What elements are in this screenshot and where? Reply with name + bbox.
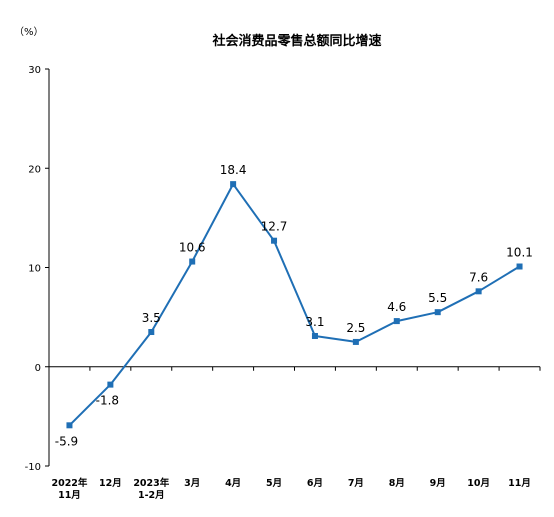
x-tick-label-line: 3月 <box>184 478 200 489</box>
x-tick-label: 2022年 11月 <box>51 477 87 501</box>
data-label: 18.4 <box>220 163 247 177</box>
x-tick-label-line: 5月 <box>266 478 282 489</box>
x-tick-label: 6月 <box>307 478 323 489</box>
data-point-marker <box>311 332 318 339</box>
data-point-marker <box>393 318 400 325</box>
data-point-marker <box>516 263 523 270</box>
y-tick-label: 20 <box>28 164 41 175</box>
data-point-marker <box>107 381 114 388</box>
data-point-marker <box>352 338 359 345</box>
x-tick-label-line: 8月 <box>389 478 405 489</box>
data-label: -1.8 <box>96 394 119 408</box>
y-tick-label: 10 <box>28 264 41 275</box>
data-labels: -5.9 -1.8 3.5 10.6 18.4 12.7 3.1 2.5 4.6 5.5 7.6 10… <box>55 163 533 448</box>
x-tick-label-line: 2023年 <box>133 477 169 489</box>
x-tick-label: 12月 <box>99 478 122 489</box>
series-line <box>66 181 523 429</box>
x-tick-label: 4月 <box>225 478 241 489</box>
x-tick-label: 2023年 1-2月 <box>133 477 169 501</box>
x-tick-label-line: 11月 <box>58 490 81 501</box>
y-tick-label: 30 <box>28 65 41 76</box>
data-point-marker <box>271 237 278 244</box>
data-label: 10.6 <box>179 241 206 255</box>
data-label: 3.5 <box>142 311 161 325</box>
chart-title: 社会消费品零售总额同比增速 <box>211 33 381 49</box>
data-label: 4.6 <box>387 300 406 314</box>
x-tick-label-line: 11月 <box>508 478 531 489</box>
series-polyline <box>68 183 521 427</box>
x-tick-label-line: 1-2月 <box>138 490 165 501</box>
x-tick-label: 10月 <box>467 478 490 489</box>
data-point-marker <box>189 258 196 265</box>
data-label: 2.5 <box>346 321 365 335</box>
data-point-marker <box>66 422 73 429</box>
x-tick-label-line: 10月 <box>467 478 490 489</box>
y-tick-label: -10 <box>25 462 41 473</box>
x-tick-label: 8月 <box>389 478 405 489</box>
y-tick-label: 0 <box>35 363 41 374</box>
data-point-marker <box>230 181 237 188</box>
x-tick-label-line: 12月 <box>99 478 122 489</box>
data-point-marker <box>148 329 155 336</box>
x-tick-label: 11月 <box>508 478 531 489</box>
x-tick-label-line: 7月 <box>348 478 364 489</box>
chart-unit: （%） <box>14 26 44 38</box>
x-tick-label: 9月 <box>430 478 446 489</box>
data-label: 10.1 <box>506 246 533 260</box>
x-tick-label-line: 6月 <box>307 478 323 489</box>
data-label: 7.6 <box>469 270 488 284</box>
data-label: -5.9 <box>55 434 78 448</box>
data-point-marker <box>434 309 441 316</box>
x-tick-label: 3月 <box>184 478 200 489</box>
data-label: 3.1 <box>305 315 324 329</box>
x-tick-label-line: 2022年 <box>51 477 87 489</box>
x-tick-label: 5月 <box>266 478 282 489</box>
x-tick-label-line: 4月 <box>225 478 241 489</box>
data-label: 12.7 <box>261 220 288 234</box>
x-tick-label: 7月 <box>348 478 364 489</box>
data-label: 5.5 <box>428 291 447 305</box>
data-point-marker <box>475 288 482 295</box>
x-tick-label-line: 9月 <box>430 478 446 489</box>
